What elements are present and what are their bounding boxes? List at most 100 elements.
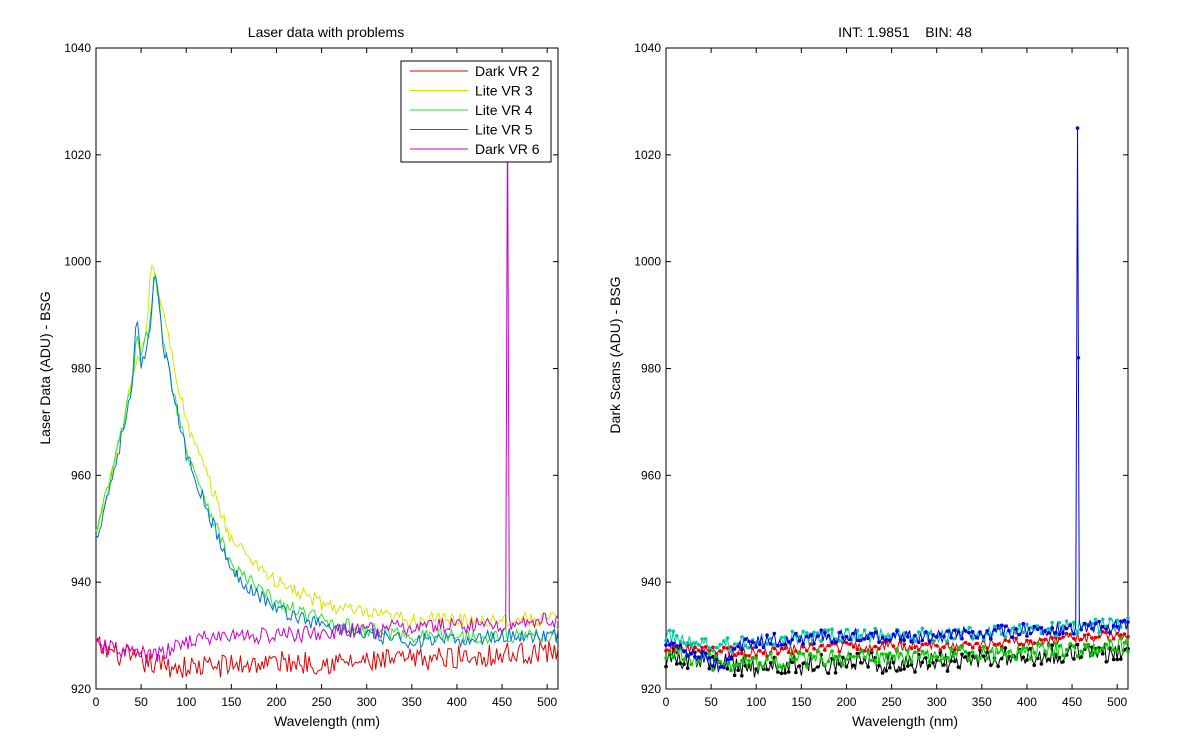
right-series-point-series-3 <box>960 645 964 649</box>
right-series-point-series-1 <box>783 671 787 675</box>
right-series-point-series-2 <box>916 648 921 652</box>
right-series-point-series-5 <box>1003 624 1008 629</box>
right-series-point-series-4 <box>992 624 997 629</box>
right-series-point-series-4 <box>1046 627 1051 631</box>
right-series-point-series-3 <box>992 658 997 663</box>
right-series-point-series-5 <box>963 629 968 633</box>
right-series-point-series-5 <box>1111 623 1116 628</box>
right-series-point-series-3 <box>1111 648 1116 652</box>
right-series-point-series-5 <box>855 638 860 643</box>
right-series-point-series-3 <box>1068 642 1073 646</box>
right-series-point-series-5 <box>895 629 899 633</box>
right-series-point-series-4 <box>953 636 957 641</box>
right-series-point-series-5 <box>765 633 769 637</box>
right-series-point-series-1 <box>837 662 842 666</box>
right-series-point-series-5 <box>794 631 798 636</box>
right-series-point-series-2 <box>1039 638 1044 642</box>
right-x-tick-label: 250 <box>882 695 902 709</box>
right-series-point-series-3 <box>1075 654 1080 658</box>
right-series-point-series-3 <box>1093 651 1098 655</box>
right-series-point-series-1 <box>985 650 989 654</box>
right-series-point-series-3 <box>786 662 791 667</box>
right-series-point-series-1 <box>956 665 961 669</box>
right-series-point-series-3 <box>877 660 881 665</box>
right-series-point-series-5 <box>841 635 845 640</box>
legend-entry-lite-vr-5: Lite VR 5 <box>410 122 533 138</box>
right-series-point-series-3 <box>1086 642 1091 647</box>
right-series-point-series-3 <box>866 650 870 654</box>
right-series-point-series-1 <box>790 660 795 664</box>
left-x-tick-label: 250 <box>312 695 332 709</box>
right-series-point-series-2 <box>974 641 979 646</box>
right-series-point-series-1 <box>841 655 845 660</box>
right-series-point-series-1 <box>740 673 744 678</box>
right-series-point-series-4 <box>1093 617 1098 622</box>
right-series-point-series-1 <box>906 664 910 668</box>
right-series-point-series-3 <box>1108 639 1112 643</box>
right-series-point-series-1 <box>707 666 712 671</box>
right-series-point-series-1 <box>909 662 914 667</box>
right-series-point-series-4 <box>913 639 917 643</box>
right-series-point-series-1 <box>779 671 784 676</box>
right-series-point-series-2 <box>848 642 852 646</box>
right-series-group <box>664 126 1130 678</box>
right-series-point-series-5 <box>830 640 834 645</box>
right-series-point-series-3 <box>1064 648 1069 652</box>
right-series-point-series-1 <box>960 652 964 657</box>
right-series-point-series-5 <box>877 640 881 645</box>
right-series-point-series-1 <box>797 664 802 668</box>
right-series-point-series-2 <box>736 651 740 656</box>
right-series-point-series-3 <box>891 654 896 658</box>
right-series-point-series-3 <box>978 656 982 661</box>
right-x-tick-label: 350 <box>972 695 992 709</box>
right-series-point-series-4 <box>1050 620 1054 625</box>
right-series-point-series-3 <box>711 668 715 672</box>
right-series-point-series-5 <box>808 633 813 638</box>
right-series-point-series-5 <box>1021 621 1026 626</box>
right-series-point-series-4 <box>696 642 701 647</box>
right-series-point-series-5 <box>989 637 993 641</box>
right-series-point-series-3 <box>898 651 903 656</box>
right-series-point-series-2 <box>696 648 701 653</box>
right-x-tick-label: 150 <box>791 695 811 709</box>
right-series-point-series-1 <box>902 667 906 671</box>
right-series-point-series-4 <box>1097 631 1101 635</box>
right-series-point-series-1 <box>989 663 993 667</box>
right-series-point-series-3 <box>1043 649 1047 653</box>
right-series-point-series-4 <box>971 637 975 641</box>
right-series-point-series-2 <box>740 651 744 656</box>
right-series-point-series-2 <box>729 645 733 649</box>
right-series-point-series-4 <box>1057 620 1062 625</box>
right-series-point-series-4 <box>916 630 921 634</box>
right-series-point-series-2 <box>1032 641 1036 645</box>
right-series-point-series-2 <box>985 646 989 651</box>
right-series-point-series-5 <box>1126 620 1130 624</box>
right-series-point-series-1 <box>895 669 899 673</box>
right-series-point-series-1 <box>949 659 953 663</box>
right-y-axis-label: Dark Scans (ADU) - BSG <box>607 276 623 433</box>
right-series-point-series-4 <box>779 635 784 640</box>
right-series-point-series-3 <box>916 656 921 660</box>
right-series-point-series-3 <box>963 650 968 654</box>
right-series-point-series-3 <box>942 656 946 661</box>
right-series-point-series-5 <box>1076 356 1081 360</box>
right-series-point-series-3 <box>830 649 834 653</box>
left-x-tick-label: 300 <box>357 695 377 709</box>
legend-entry-dark-vr-2: Dark VR 2 <box>410 63 540 79</box>
right-series-point-series-5 <box>732 647 737 651</box>
right-series-point-series-1 <box>866 665 870 669</box>
right-series-point-series-5 <box>801 642 805 646</box>
right-series-point-series-5 <box>1061 631 1065 635</box>
right-series-point-series-2 <box>942 645 946 649</box>
right-series-point-series-2 <box>855 647 860 651</box>
right-series-point-series-5 <box>851 631 856 636</box>
right-series-point-series-5 <box>848 637 852 642</box>
right-series-point-series-2 <box>880 640 885 645</box>
right-series-point-series-2 <box>758 648 762 653</box>
right-series-point-series-2 <box>1086 632 1091 637</box>
right-series-point-series-2 <box>1122 632 1127 636</box>
right-series-point-series-3 <box>812 654 816 659</box>
right-series-point-series-3 <box>794 657 798 662</box>
left-y-tick-label: 940 <box>71 575 91 589</box>
right-series-point-series-5 <box>837 630 842 635</box>
